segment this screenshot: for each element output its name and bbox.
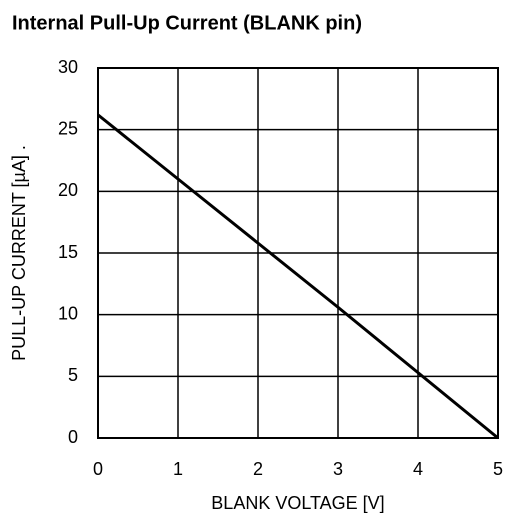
y-tick-label: 10 — [58, 303, 78, 323]
x-tick-label: 0 — [93, 459, 103, 479]
x-tick-label: 4 — [413, 459, 423, 479]
y-tick-label: 20 — [58, 180, 78, 200]
y-tick-label: 15 — [58, 242, 78, 262]
x-tick-label: 1 — [173, 459, 183, 479]
y-tick-label: 5 — [68, 365, 78, 385]
y-tick-label: 0 — [68, 427, 78, 447]
y-tick-label: 30 — [58, 57, 78, 77]
x-axis-label: BLANK VOLTAGE [V] — [211, 493, 384, 513]
chart-title: Internal Pull-Up Current (BLANK pin) — [12, 12, 362, 34]
plot-frame — [97, 67, 499, 439]
data-line — [97, 113, 499, 440]
x-tick-label: 5 — [493, 459, 503, 479]
x-tick-label: 2 — [253, 459, 263, 479]
y-axis-label: PULL-UP CURRENT [µA] . — [9, 145, 29, 361]
x-tick-label: 3 — [333, 459, 343, 479]
y-tick-label: 25 — [58, 118, 78, 138]
